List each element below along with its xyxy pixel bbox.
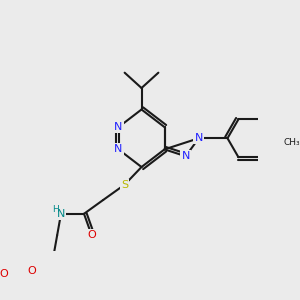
Text: N: N [182, 151, 190, 161]
Text: H: H [52, 206, 59, 214]
Text: N: N [57, 209, 65, 219]
Text: N: N [195, 133, 203, 143]
Text: CH₃: CH₃ [284, 138, 300, 147]
Text: O: O [87, 230, 96, 240]
Text: N: N [114, 144, 123, 154]
Text: O: O [28, 266, 36, 275]
Text: S: S [121, 180, 128, 190]
Text: O: O [0, 268, 8, 279]
Text: N: N [114, 122, 123, 132]
